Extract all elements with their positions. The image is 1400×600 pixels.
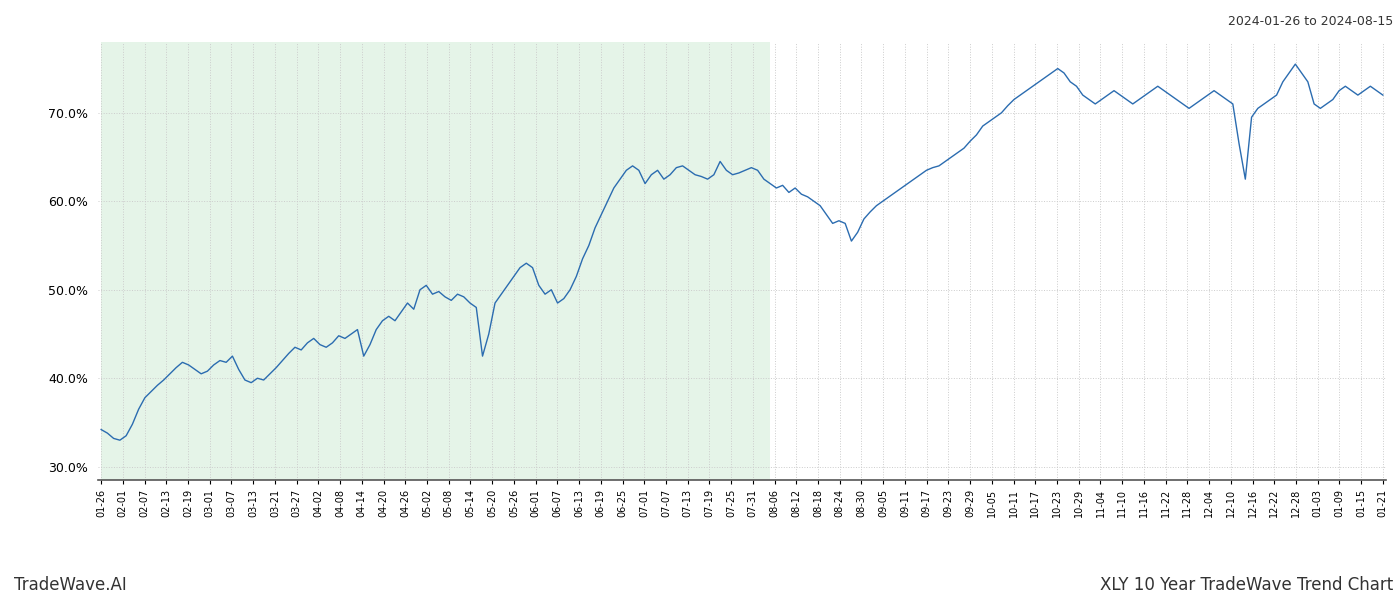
- Bar: [101, 42, 770, 480]
- Text: XLY 10 Year TradeWave Trend Chart: XLY 10 Year TradeWave Trend Chart: [1100, 576, 1393, 594]
- Text: 2024-01-26 to 2024-08-15: 2024-01-26 to 2024-08-15: [1228, 15, 1393, 28]
- Text: TradeWave.AI: TradeWave.AI: [14, 576, 127, 594]
